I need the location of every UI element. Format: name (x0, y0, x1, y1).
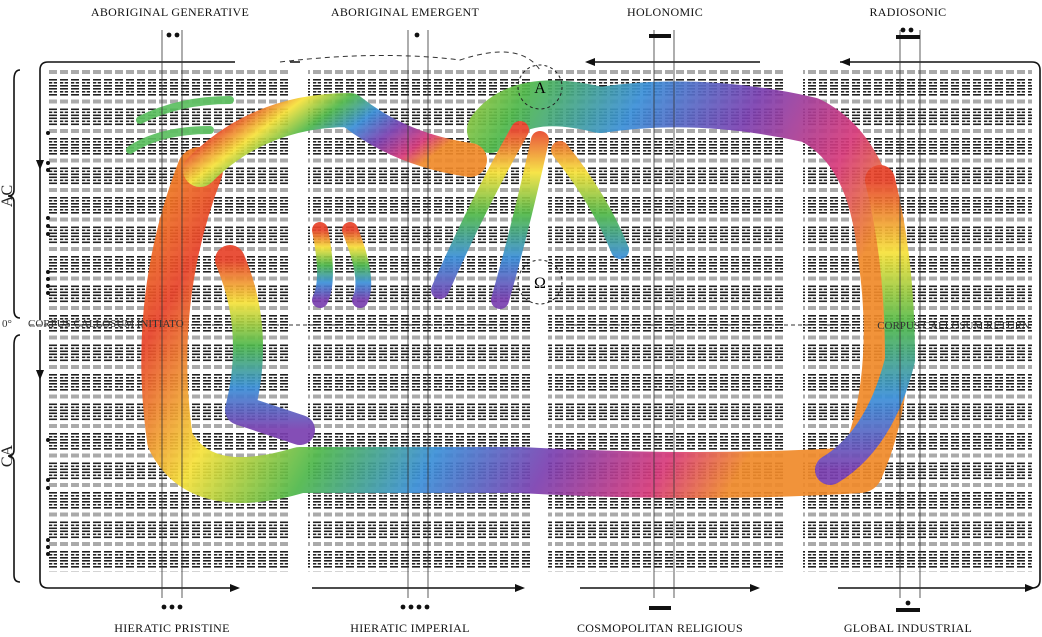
top-label: ABORIGINAL EMERGENT (331, 5, 480, 19)
glyphs (46, 27, 920, 612)
top-label: RADIOSONIC (869, 5, 946, 19)
bottom-label: HIERATIC PRISTINE (114, 621, 229, 635)
top-label: ABORIGINAL GENERATIVE (91, 5, 249, 19)
alpha-ring (517, 64, 563, 110)
guide-lines (161, 30, 921, 598)
bottom-label: COSMOPOLITAN RELIGIOUS (577, 621, 743, 635)
arrows (36, 58, 1035, 592)
zero-label: 0° (2, 318, 12, 330)
initiate-label: CORPUS CALLOSUM INITIATO (28, 318, 184, 330)
omega-ring (517, 259, 563, 305)
bottom-label: HIERATIC IMPERIAL (350, 621, 469, 635)
dragon (126, 80, 915, 503)
top-label: HOLONOMIC (627, 5, 703, 19)
side-label: AC (0, 185, 16, 207)
bottom-label: GLOBAL INDUSTRIAL (844, 621, 972, 635)
frame (7, 61, 1041, 589)
return-label: CORPUS CALLOSUM RETURN (877, 320, 1030, 332)
dashed-path (279, 51, 541, 71)
omega-label: Ω (534, 275, 546, 292)
side-label: CA (0, 444, 16, 467)
alpha-label: A (534, 80, 546, 97)
